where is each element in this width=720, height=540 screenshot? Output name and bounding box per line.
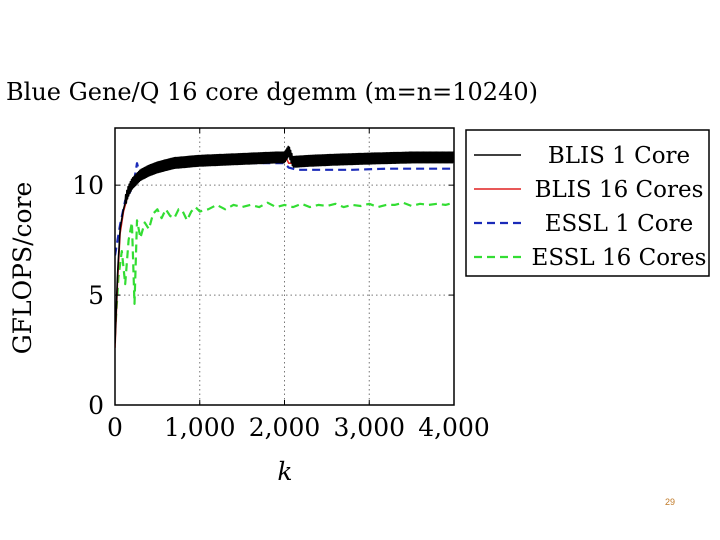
x-tick-label: 4,000 bbox=[418, 413, 490, 442]
grid bbox=[115, 128, 454, 405]
y-axis-label: GFLOPS/core bbox=[8, 182, 37, 355]
y-tick-label: 0 bbox=[88, 391, 104, 420]
x-tick-label: 0 bbox=[107, 413, 123, 442]
legend-label: ESSL 1 Core bbox=[545, 211, 693, 237]
x-tick-label: 1,000 bbox=[164, 413, 236, 442]
page-number: 29 bbox=[664, 497, 675, 507]
x-tick-label: 3,000 bbox=[333, 413, 405, 442]
y-tick-label: 5 bbox=[88, 281, 104, 310]
x-axis-label: k bbox=[277, 457, 292, 486]
ticks bbox=[114, 128, 455, 406]
legend: BLIS 1 Core BLIS 16 Cores ESSL 1 Core ESSL … bbox=[465, 129, 710, 277]
legend-label: ESSL 16 Cores bbox=[532, 245, 707, 271]
legend-label: BLIS 16 Cores bbox=[535, 177, 704, 203]
x-tick-label: 2,000 bbox=[249, 413, 321, 442]
series-line-blis-1-core bbox=[115, 145, 454, 344]
tick-labels: 0 1,000 2,000 3,000 4,000 0 5 10 bbox=[72, 171, 490, 442]
series-line-essl-16-cores bbox=[115, 201, 454, 335]
y-tick-label: 10 bbox=[72, 171, 104, 200]
series-layer bbox=[115, 145, 454, 348]
chart-title: Blue Gene/Q 16 core dgemm (m=n=10240) bbox=[6, 78, 538, 106]
legend-label: BLIS 1 Core bbox=[548, 143, 690, 169]
